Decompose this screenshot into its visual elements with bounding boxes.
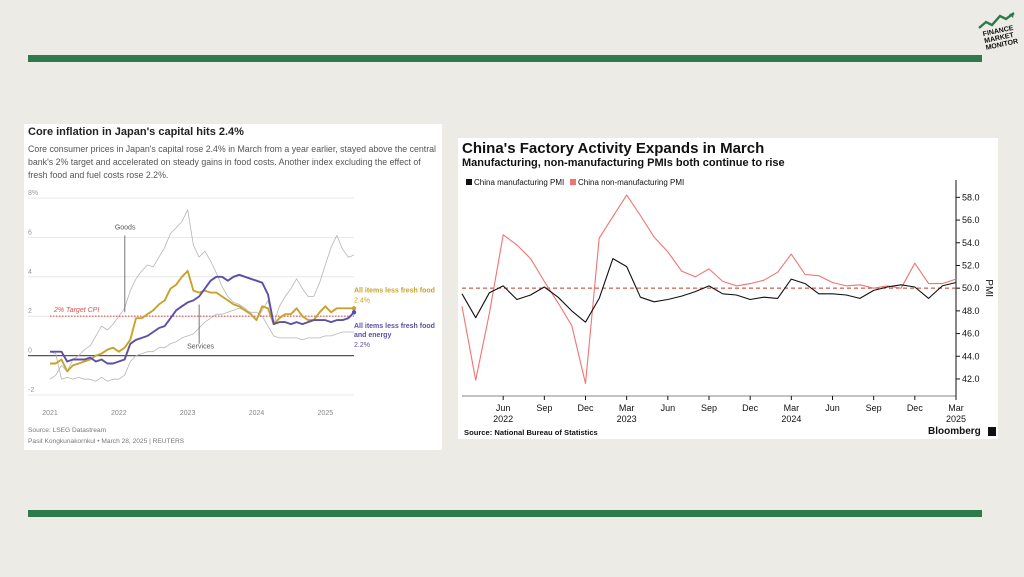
china-y-tick-label: 48.0: [962, 306, 980, 316]
japan-x-tick-label: 2025: [318, 410, 334, 417]
china-legend-manufacturing-swatch: [466, 179, 472, 185]
china-x-year-label: 2022: [493, 414, 513, 424]
china-x-tick-label: Dec: [742, 403, 759, 413]
japan-inflation-panel: Core inflation in Japan's capital hits 2…: [24, 124, 442, 450]
bloomberg-terminal-icon: [988, 427, 996, 436]
china-y-tick-label: 50.0: [962, 283, 980, 293]
china-chart-subtitle: Manufacturing, non-manufacturing PMIs bo…: [462, 157, 785, 169]
japan-chart-description: Core consumer prices in Japan's capital …: [28, 144, 436, 180]
japan-y-tick-label: 8%: [28, 190, 38, 197]
japan-energy-line: [50, 273, 355, 365]
china-x-tick-label: Sep: [866, 403, 882, 413]
japan-services-line: [49, 307, 354, 382]
japan-goods-line: [49, 209, 355, 380]
japan-y-tick-label: -2: [28, 387, 34, 394]
japan-chart-source: Source: LSEG Datastream: [28, 427, 107, 434]
bloomberg-brand: Bloomberg: [928, 426, 981, 437]
china-y-tick-label: 54.0: [962, 238, 980, 248]
china-x-tick-label: Dec: [577, 403, 594, 413]
japan-energy-end-dot: [351, 310, 357, 315]
china-x-tick-label: Sep: [536, 403, 552, 413]
china-y-tick-label: 42.0: [962, 374, 980, 384]
japan-x-tick-label: 2023: [180, 410, 196, 417]
japan-target-label: 2% Target CPI: [53, 307, 99, 314]
china-legend-manufacturing-label: China manufacturing PMI: [474, 178, 564, 187]
china-x-tick-label: Jun: [496, 403, 511, 413]
japan-x-tick-label: 2024: [249, 410, 265, 417]
china-x-tick-label: Dec: [907, 403, 924, 413]
china-legend-non-manufacturing-label: China non-manufacturing PMI: [578, 178, 684, 187]
china-y-tick-label: 56.0: [962, 215, 980, 225]
china-non-manufacturing-line: [461, 194, 957, 385]
china-y-tick-label: 46.0: [962, 329, 980, 339]
japan-energy-legend-2: and energy: [354, 332, 391, 339]
china-manufacturing-line: [461, 258, 957, 323]
china-x-year-label: 2023: [617, 414, 637, 424]
china-y-tick-label: 58.0: [962, 192, 980, 202]
china-x-tick-label: Sep: [701, 403, 717, 413]
china-chart-source: Source: National Bureau of Statistics: [464, 428, 598, 437]
china-chart-svg: 42.0 44.0 46.0 48.0 50.0 52.0 54.0 56.0 58.0 PMI J…: [461, 178, 994, 424]
finance-market-monitor-logo-icon: FINANCE MARKET MONITOR: [978, 12, 1019, 52]
china-x-tick-label: Mar: [784, 403, 800, 413]
japan-x-tick-label: 2021: [42, 410, 58, 417]
china-x-year-label: 2024: [781, 414, 801, 424]
japan-energy-legend-1: All items less fresh food: [354, 323, 435, 330]
japan-y-tick-label: 2: [28, 308, 32, 315]
top-green-bar: [28, 55, 982, 62]
japan-energy-value: 2.2%: [354, 342, 370, 349]
japan-services-annotation: Services: [187, 344, 214, 351]
china-y-tick-label: 44.0: [962, 351, 980, 361]
japan-chart-title: Core inflation in Japan's capital hits 2…: [28, 126, 244, 138]
japan-fresh-food-end-dot: [351, 306, 357, 311]
japan-y-tick-label: 6: [28, 229, 32, 236]
china-x-year-label: 2025: [946, 414, 966, 424]
japan-y-tick-label: 0: [28, 348, 32, 355]
china-legend-non-manufacturing-swatch: [570, 179, 576, 185]
japan-fresh-food-legend: All items less fresh food: [354, 288, 435, 295]
japan-chart-credit: Pasit Kongkunakornkul • March 28, 2025 |…: [28, 438, 185, 445]
japan-x-tick-label: 2022: [111, 410, 127, 417]
china-y-tick-label: 52.0: [962, 260, 980, 270]
bottom-green-bar: [28, 510, 982, 517]
china-x-tick-label: Jun: [825, 403, 840, 413]
china-x-tick-label: Mar: [619, 403, 635, 413]
japan-fresh-food-value: 2.4%: [354, 298, 370, 305]
japan-y-tick-label: 4: [28, 269, 32, 276]
china-pmi-panel: China's Factory Activity Expands in Marc…: [458, 138, 998, 439]
china-x-tick-label: Jun: [661, 403, 676, 413]
china-chart-title: China's Factory Activity Expands in Marc…: [462, 140, 765, 157]
japan-chart-svg: -2 0 2 4 6 8% 2021 2022 2023 2024 2025 2% Target CP…: [28, 190, 435, 417]
china-y-axis-label: PMI: [983, 279, 994, 297]
japan-goods-annotation: Goods: [115, 225, 136, 232]
china-x-tick-label: Mar: [948, 403, 964, 413]
